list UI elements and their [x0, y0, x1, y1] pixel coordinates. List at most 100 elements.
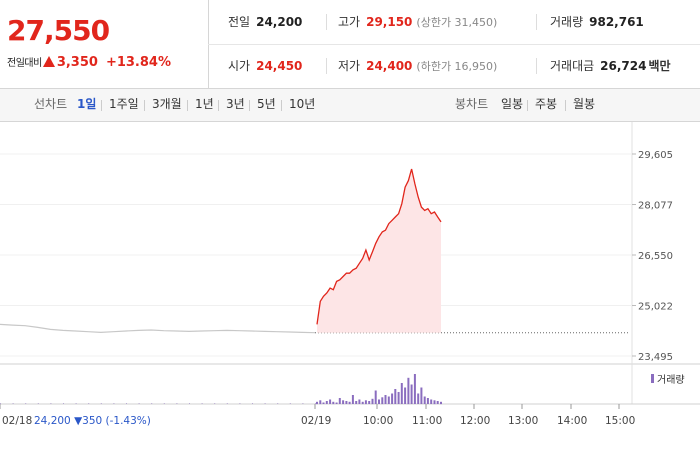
volume-bar-prev	[113, 403, 115, 404]
change-label: 전일대비	[7, 58, 42, 69]
summary-value: 24,200	[256, 15, 303, 29]
summary-table: 전일 24,200 고가 29,150 (상한가 31,450) 거래량 982,761…	[208, 0, 700, 88]
volume-bar-prev	[63, 403, 64, 404]
volume-bar-prev	[12, 403, 14, 404]
volume-bar	[430, 399, 433, 404]
line-chart-label: 선차트	[34, 97, 68, 111]
volume-bar	[319, 400, 322, 405]
volume-bar	[358, 399, 361, 404]
summary-cell-low: 저가 24,400 (하한가 16,950)	[338, 59, 498, 73]
volume-bar-prev	[163, 403, 165, 404]
tab-3-months[interactable]: 3개월	[152, 97, 182, 111]
y-tick-label: 25,022	[638, 302, 673, 313]
volume-bar	[433, 400, 436, 405]
volume-bar-prev	[37, 403, 39, 404]
summary-cell-volume: 거래량 982,761	[550, 15, 644, 29]
volume-bar-prev	[252, 403, 253, 404]
divider	[101, 100, 102, 111]
y-tick-label: 23,495	[638, 352, 673, 363]
summary-cell-amount: 거래대금 26,724 백만	[550, 59, 671, 73]
tab-10-years[interactable]: 10년	[289, 97, 316, 111]
y-tick-label: 26,550	[638, 251, 673, 262]
volume-bar	[355, 401, 358, 404]
divider	[536, 14, 537, 30]
divider	[144, 100, 145, 111]
volume-bar	[368, 401, 371, 404]
volume-bar-prev	[226, 403, 228, 404]
candle-chart-label: 봉차트	[455, 97, 489, 111]
tab-3-years[interactable]: 3년	[226, 97, 245, 111]
volume-bar-prev	[126, 403, 127, 404]
change-line: 전일대비 3,350 +13.84%	[7, 54, 171, 70]
volume-bar	[410, 384, 413, 404]
volume-bar	[329, 399, 332, 404]
series-today-line	[316, 168, 442, 325]
series-today-area	[317, 169, 441, 333]
volume-bar-prev	[189, 403, 190, 404]
change-amount: 3,350	[56, 55, 98, 70]
volume-bar-prev	[88, 403, 90, 404]
volume-bar-prev	[239, 403, 241, 404]
summary-cell-open: 시가 24,450	[228, 59, 303, 73]
volume-bar-prev	[302, 403, 304, 404]
volume-bar	[364, 400, 367, 405]
x-tick-label: 11:00	[412, 415, 442, 427]
quote-header: 27,550 전일대비 3,350 +13.84% 전일 24,200 고가 29,15…	[0, 0, 700, 89]
volume-bar	[407, 377, 410, 405]
summary-value: 24,450	[256, 59, 303, 73]
volume-bar	[348, 401, 351, 405]
divider	[249, 100, 250, 111]
volume-bar-prev	[138, 403, 140, 404]
divider	[326, 58, 327, 74]
volume-bar	[391, 393, 394, 404]
volume-legend-swatch	[651, 374, 654, 383]
summary-cell-high: 고가 29,150 (상한가 31,450)	[338, 15, 498, 29]
volume-bar	[394, 389, 397, 404]
tab-5-years[interactable]: 5년	[257, 97, 276, 111]
tab-monthly-candle[interactable]: 월봉	[573, 97, 596, 111]
volume-bar	[316, 401, 318, 405]
volume-bar	[378, 399, 380, 404]
volume-bar-prev	[50, 403, 52, 404]
divider	[536, 58, 537, 74]
x-tick-label: 02/19	[301, 415, 331, 427]
volume-bar-prev	[214, 403, 216, 404]
volume-bar	[371, 398, 374, 405]
volume-bar	[440, 401, 442, 405]
volume-bar-prev	[264, 403, 266, 404]
tab-daily-candle[interactable]: 일봉	[501, 97, 524, 111]
volume-bar	[332, 401, 335, 405]
volume-bar	[420, 387, 423, 404]
volume-bar-prev	[201, 403, 203, 404]
volume-bar	[351, 395, 354, 404]
volume-bar-prev	[315, 403, 316, 404]
volume-bar-prev	[25, 403, 27, 404]
chart-period-tabs: 선차트 1일 1주일 3개월 1년 3년 5년 10년 봉차트 일봉 주봉 월봉	[0, 89, 700, 122]
tab-weekly-candle[interactable]: 주봉	[535, 97, 558, 111]
divider	[326, 14, 327, 30]
divider	[527, 100, 528, 111]
x-tick-label: 13:00	[508, 415, 538, 427]
summary-value: 24,400	[366, 59, 413, 73]
prev-close-annotation: 24,200 ▼350 (-1.43%)	[34, 415, 151, 427]
tab-1-week[interactable]: 1주일	[109, 97, 139, 111]
x-tick-label: 10:00	[363, 415, 393, 427]
volume-bar	[338, 398, 341, 404]
volume-bar-prev	[289, 403, 291, 404]
summary-value: 26,724	[600, 59, 647, 73]
volume-bar	[400, 383, 403, 404]
volume-bar	[426, 398, 429, 404]
series-prev-day-line	[0, 323, 316, 334]
volume-bar	[361, 401, 364, 405]
y-tick-label: 29,605	[638, 150, 673, 161]
volume-bar	[404, 387, 407, 404]
volume-bar	[374, 390, 377, 404]
volume-bar-prev	[151, 403, 153, 404]
y-tick-label: 28,077	[638, 201, 673, 212]
volume-bar	[342, 400, 345, 405]
tab-1-day[interactable]: 1일	[77, 97, 97, 111]
volume-bar	[413, 374, 416, 404]
tab-1-year[interactable]: 1년	[195, 97, 214, 111]
volume-bar	[397, 392, 400, 404]
summary-value: 982,761	[589, 15, 644, 29]
